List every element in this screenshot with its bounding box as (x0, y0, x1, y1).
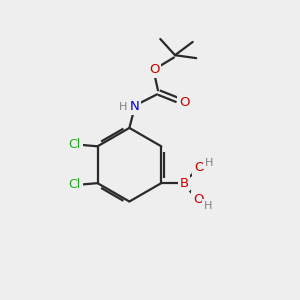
Text: O: O (179, 96, 190, 110)
Text: Cl: Cl (69, 178, 81, 191)
Text: H: H (118, 102, 127, 112)
Text: H: H (204, 201, 212, 211)
Text: H: H (205, 158, 213, 167)
Text: Cl: Cl (69, 138, 81, 151)
Text: O: O (193, 193, 203, 206)
Text: B: B (179, 177, 188, 190)
Text: O: O (149, 63, 160, 76)
Text: N: N (130, 100, 139, 113)
Text: O: O (194, 161, 205, 174)
